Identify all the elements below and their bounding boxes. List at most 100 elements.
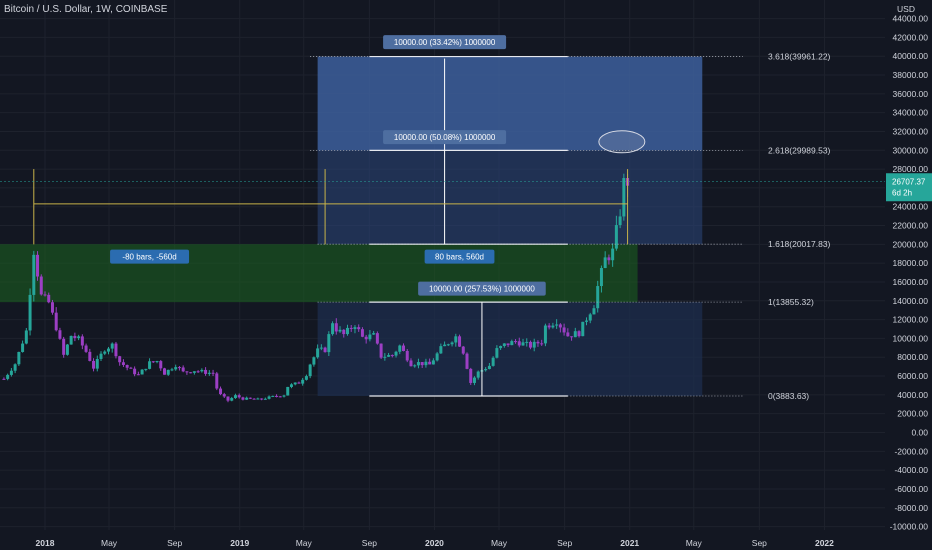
candle-body: [461, 346, 465, 354]
candle-body: [607, 257, 611, 261]
candle-body: [308, 364, 312, 377]
candle-body: [69, 335, 73, 345]
y-tick-label: 42000.00: [893, 32, 929, 42]
candle-body: [476, 371, 480, 378]
measure-label-box: [383, 130, 507, 145]
candle-body: [375, 333, 379, 344]
candle-body: [510, 341, 514, 346]
bars-label-text: 80 bars, 560d: [435, 253, 484, 262]
y-tick-label: 14000.00: [893, 296, 929, 306]
y-tick-label: 16000.00: [893, 277, 929, 287]
bars-label-box: [424, 249, 495, 264]
candle-body: [219, 388, 223, 395]
candle-body: [319, 347, 323, 349]
candle-body: [215, 373, 219, 389]
candle-body: [487, 365, 491, 370]
candle-body: [439, 346, 443, 354]
candle-body: [536, 341, 540, 344]
candle-body: [166, 369, 170, 375]
candle-body: [80, 336, 84, 346]
candle-body: [297, 382, 301, 384]
y-tick-label: 22000.00: [893, 221, 929, 231]
y-tick-label: 4000.00: [897, 390, 928, 400]
y-tick-label: 6000.00: [897, 371, 928, 381]
y-tick-label: 36000.00: [893, 89, 929, 99]
y-tick-label: 20000.00: [893, 239, 929, 249]
price-tag-value: 26707.37: [892, 177, 926, 186]
highlight-ellipse: [598, 130, 646, 154]
x-tick-label: May: [101, 538, 118, 548]
candle-body: [92, 360, 96, 369]
candle-body: [599, 268, 603, 287]
candle-body: [248, 397, 252, 399]
candle-body: [379, 343, 383, 358]
candle-body: [446, 344, 450, 346]
measure-label-box: [418, 281, 546, 296]
candle-body: [360, 329, 364, 337]
candle-body: [88, 351, 92, 361]
candle-body: [334, 323, 338, 332]
candle-body: [390, 355, 394, 357]
candle-body: [465, 353, 469, 369]
candle-body: [368, 334, 372, 340]
candle-body: [387, 355, 391, 357]
time-axis[interactable]: 2018 May Sep 2019 May Sep 2020 May Sep 2021 May Sep…: [36, 538, 835, 548]
candle-body: [551, 325, 555, 328]
currency-label: USD: [897, 4, 915, 14]
candle-body: [443, 344, 447, 347]
candle-body: [222, 394, 226, 397]
candle-body: [245, 397, 249, 400]
measure-label-box: [383, 35, 507, 50]
y-tick-label: 38000.00: [893, 70, 929, 80]
candle-body: [566, 332, 570, 337]
candle-body: [450, 342, 454, 345]
price-tag-countdown: 6d 2h: [892, 188, 912, 197]
price-tag-box: [886, 173, 932, 202]
candle-body: [170, 369, 174, 371]
candle-body: [84, 345, 88, 352]
candle-body: [106, 348, 110, 352]
x-tick-label: May: [491, 538, 508, 548]
candle-body: [13, 364, 17, 371]
candle-body: [383, 356, 387, 358]
candle-body: [267, 396, 271, 399]
y-tick-label: 2000.00: [897, 409, 928, 419]
candle-body: [514, 341, 518, 343]
candle-body: [129, 367, 133, 369]
candle-body: [405, 351, 409, 361]
candle-body: [226, 396, 230, 401]
candle-body: [312, 357, 316, 365]
fib-level-label: 2.618(29989.53): [768, 145, 831, 155]
candle-body: [73, 335, 77, 339]
fib-level-label: 1.618(20017.83): [768, 239, 831, 249]
candle-body: [558, 324, 562, 328]
candle-body: [174, 367, 178, 370]
candle-body: [484, 369, 488, 371]
candle-body: [21, 343, 25, 352]
candle-body: [420, 362, 424, 366]
candle-body: [136, 374, 140, 376]
candle-body: [28, 294, 32, 331]
y-tick-label: -4000.00: [894, 465, 928, 475]
candle-body: [353, 327, 357, 329]
candle-body: [286, 386, 290, 396]
bars-label-text: -80 bars, -560d: [122, 253, 176, 262]
candle-body: [110, 343, 114, 349]
candle-body: [278, 396, 282, 398]
candle-body: [517, 341, 521, 346]
y-tick-label: 30000.00: [893, 145, 929, 155]
candle-body: [211, 372, 215, 374]
candle-body: [428, 361, 432, 365]
y-tick-label: 18000.00: [893, 258, 929, 268]
candle-body: [316, 348, 320, 358]
candle-body: [577, 331, 581, 337]
candle-body: [77, 336, 81, 339]
candle-body: [331, 323, 335, 335]
candle-body: [585, 320, 589, 322]
x-tick-label: Sep: [362, 538, 377, 548]
candle-body: [204, 369, 208, 374]
candle-body: [342, 329, 346, 335]
candle-body: [237, 395, 241, 398]
candle-body: [289, 384, 293, 387]
